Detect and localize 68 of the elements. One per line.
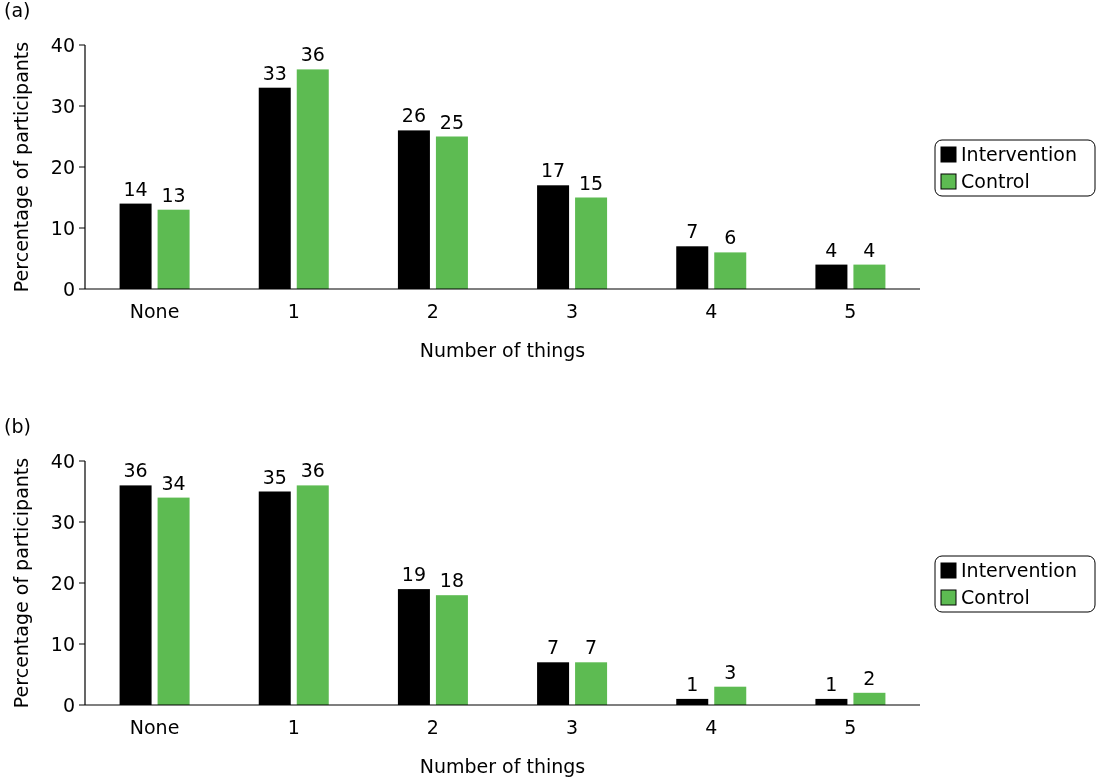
data-label: 6 bbox=[724, 226, 737, 249]
data-label: 36 bbox=[300, 43, 325, 66]
data-label: 4 bbox=[825, 238, 838, 261]
x-tick-label: 5 bbox=[844, 300, 857, 322]
y-tick-label: 20 bbox=[50, 571, 75, 594]
bar bbox=[575, 662, 608, 705]
data-label: 34 bbox=[161, 471, 186, 494]
chart-title: (a) bbox=[4, 0, 31, 21]
data-label: 19 bbox=[401, 563, 427, 586]
data-label: 3 bbox=[724, 660, 737, 683]
bar bbox=[435, 136, 468, 289]
y-tick-label: 20 bbox=[50, 155, 75, 178]
data-label: 26 bbox=[401, 104, 427, 127]
data-label: 1 bbox=[686, 672, 699, 695]
bar bbox=[853, 264, 886, 289]
x-axis-title: Number of things bbox=[419, 339, 586, 361]
x-tick-label: 2 bbox=[426, 716, 439, 738]
y-tick-label: 0 bbox=[62, 693, 75, 716]
y-axis-title: Percentage of participants bbox=[10, 457, 32, 709]
bar bbox=[296, 485, 329, 705]
bar bbox=[157, 497, 190, 705]
y-axis-title: Percentage of participants bbox=[10, 41, 32, 293]
data-label: 35 bbox=[262, 465, 287, 488]
data-label: 7 bbox=[547, 636, 560, 659]
data-label: 1 bbox=[825, 672, 838, 695]
data-label: 14 bbox=[123, 177, 148, 200]
data-label: 4 bbox=[863, 238, 876, 261]
y-tick-label: 30 bbox=[50, 94, 75, 117]
bar bbox=[296, 69, 329, 289]
data-label: 2 bbox=[863, 666, 876, 689]
data-label: 36 bbox=[300, 459, 325, 482]
legend-label: Control bbox=[961, 170, 1030, 192]
x-tick-label: 4 bbox=[705, 716, 718, 738]
data-label: 13 bbox=[161, 183, 186, 206]
y-tick-label: 40 bbox=[50, 33, 75, 56]
bar bbox=[575, 197, 608, 289]
chart-title: (b) bbox=[4, 415, 31, 437]
x-tick-label: 1 bbox=[287, 716, 300, 738]
x-tick-label: 2 bbox=[426, 300, 439, 322]
y-tick-label: 10 bbox=[50, 216, 75, 239]
data-label: 18 bbox=[439, 569, 465, 592]
x-tick-label: 3 bbox=[566, 300, 579, 322]
x-tick-label: None bbox=[129, 716, 180, 738]
x-tick-label: 4 bbox=[705, 300, 718, 322]
y-tick-label: 10 bbox=[50, 632, 75, 655]
data-label: 15 bbox=[578, 171, 604, 194]
x-axis-title: Number of things bbox=[419, 755, 586, 777]
data-label: 7 bbox=[585, 636, 598, 659]
x-tick-label: 3 bbox=[566, 716, 579, 738]
y-tick-label: 40 bbox=[50, 449, 75, 472]
data-label: 25 bbox=[439, 110, 465, 133]
bar bbox=[714, 686, 747, 705]
data-label: 7 bbox=[686, 220, 699, 243]
bar bbox=[714, 252, 747, 289]
legend-label: Control bbox=[961, 586, 1030, 608]
x-tick-label: 1 bbox=[287, 300, 300, 322]
bar bbox=[853, 692, 886, 705]
bar bbox=[157, 209, 190, 289]
y-tick-label: 0 bbox=[62, 277, 75, 300]
legend-label: Intervention bbox=[961, 143, 1077, 165]
bar bbox=[435, 595, 468, 705]
data-label: 17 bbox=[540, 159, 566, 182]
data-label: 36 bbox=[123, 459, 148, 482]
y-tick-label: 30 bbox=[50, 510, 75, 533]
data-label: 33 bbox=[262, 61, 287, 84]
x-tick-label: None bbox=[129, 300, 180, 322]
x-tick-label: 5 bbox=[844, 716, 857, 738]
legend-label: Intervention bbox=[961, 559, 1077, 581]
